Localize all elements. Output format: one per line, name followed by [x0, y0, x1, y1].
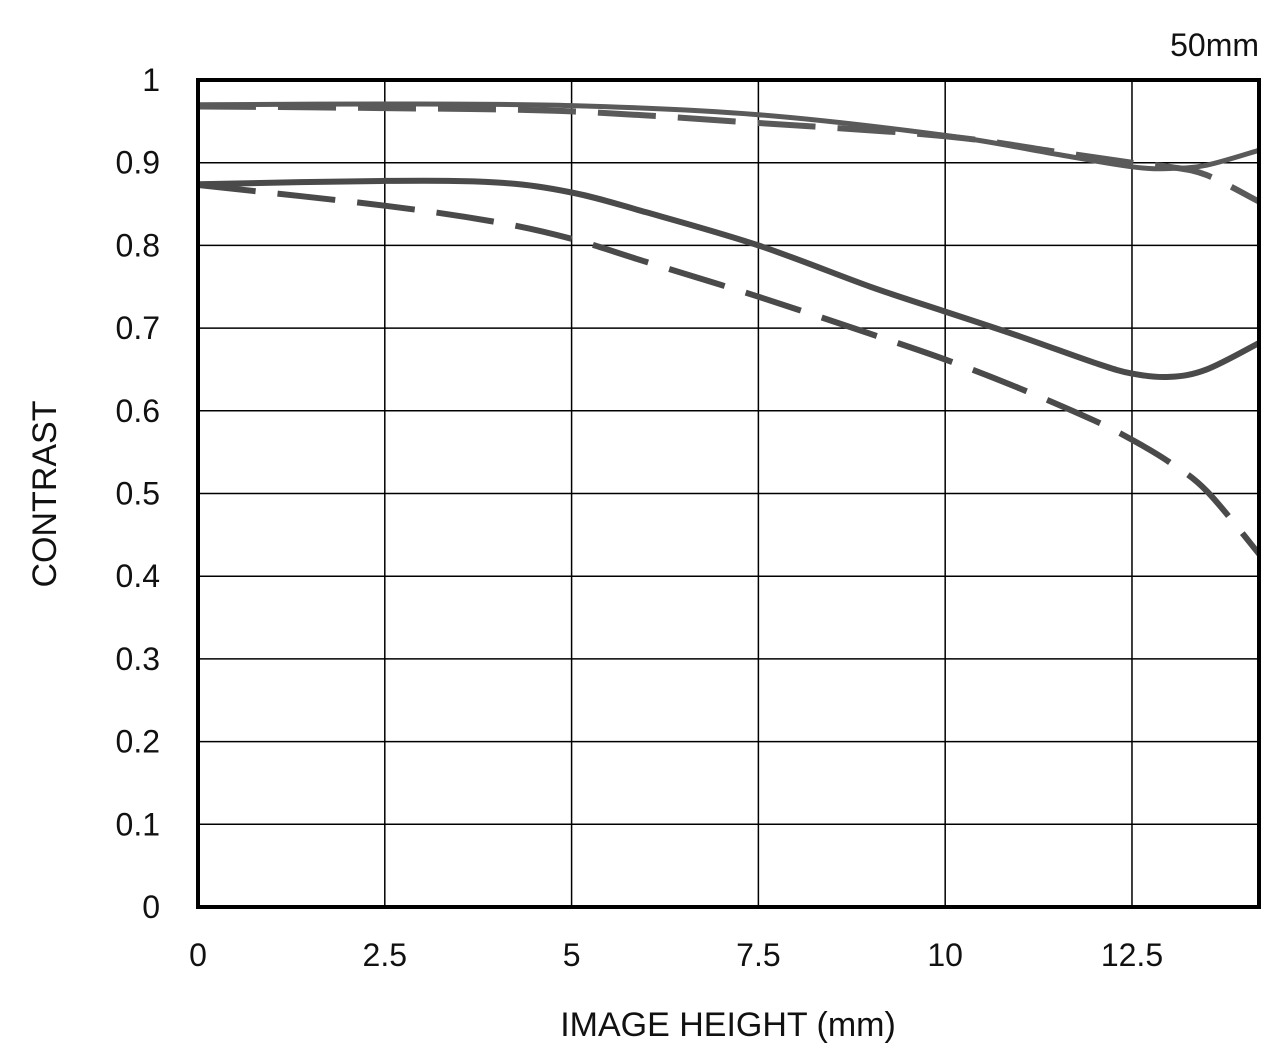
x-tick-label: 2.5 [363, 937, 407, 973]
y-axis-title: CONTRAST [26, 401, 64, 588]
x-tick-label: 0 [189, 937, 207, 973]
y-tick-label: 0.4 [116, 558, 160, 594]
y-tick-label: 0 [142, 889, 160, 925]
series-line-3-solid [198, 177, 1259, 381]
plot-frame [196, 78, 1261, 909]
y-tick-label: 0.8 [116, 227, 160, 263]
series-line-2-dashed [198, 103, 1259, 205]
y-tick-label: 0.2 [116, 724, 160, 760]
x-tick-labels: 0 2.5 5 7.5 10 12.5 [189, 937, 1163, 973]
x-tick-label: 10 [927, 937, 963, 973]
y-tick-label: 0.1 [116, 806, 160, 842]
series-group [198, 101, 1259, 556]
x-tick-label: 12.5 [1101, 937, 1163, 973]
focal-length-label: 50mm [1170, 27, 1259, 63]
x-tick-label: 5 [563, 937, 581, 973]
y-tick-label: 1 [142, 62, 160, 98]
y-tick-label: 0.5 [116, 476, 160, 512]
x-tick-label: 7.5 [736, 937, 780, 973]
y-tick-label: 0.7 [116, 310, 160, 346]
grid [198, 80, 1259, 907]
x-axis-title: IMAGE HEIGHT (mm) [560, 1006, 896, 1043]
series-line-4-dashed [198, 182, 1259, 556]
y-tick-label: 0.3 [116, 641, 160, 677]
y-tick-labels: 0 0.1 0.2 0.3 0.4 0.5 0.6 0.7 0.8 0.9 1 [116, 62, 160, 925]
y-tick-label: 0.6 [116, 393, 160, 429]
y-tick-label: 0.9 [116, 145, 160, 181]
